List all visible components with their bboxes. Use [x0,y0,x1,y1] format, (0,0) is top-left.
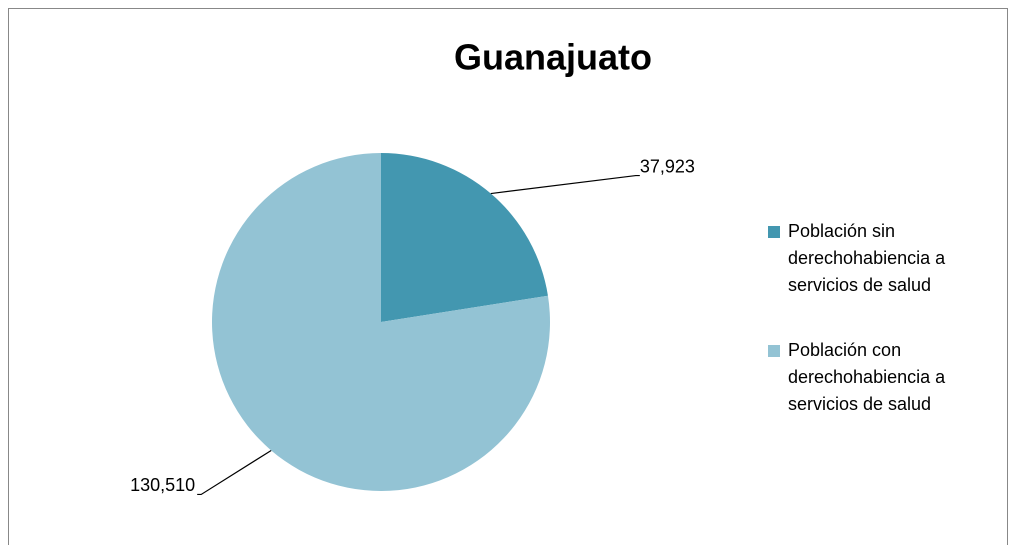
leader-line [490,174,640,195]
data-label: 130,510 [130,475,195,495]
legend-swatch [768,345,780,357]
legend-label: Población sin derechohabiencia a servici… [788,221,946,295]
legend-swatch [768,226,780,238]
pie-slice [381,153,548,322]
pie-slice [211,153,550,491]
data-label: 37,923 [640,156,695,176]
chart-frame [8,8,1008,545]
legend-label: Población con derechohabiencia a servici… [788,340,946,414]
legend-item: Población sin derechohabiencia a servici… [768,218,968,299]
chart-title: Guanajuato [454,37,652,78]
legend-item: Población con derechohabiencia a servici… [768,337,968,418]
leader-line [197,449,272,496]
